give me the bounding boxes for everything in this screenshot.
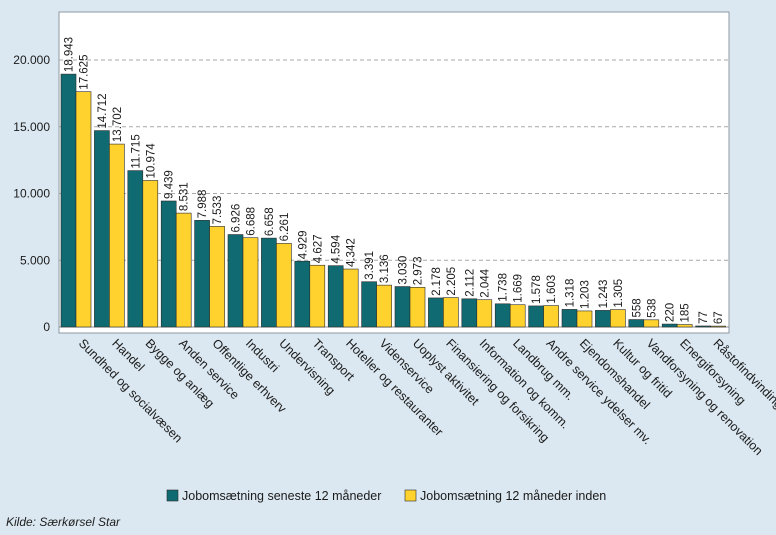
legend: Jobomsætning seneste 12 måneder Jobomsætn… bbox=[166, 489, 606, 503]
bar-seneste bbox=[94, 130, 110, 328]
y-tick-label: 20.000 bbox=[13, 53, 50, 67]
value-label: 18.943 bbox=[64, 37, 76, 72]
value-label: 6.261 bbox=[279, 213, 291, 242]
value-label: 1.578 bbox=[531, 275, 543, 304]
value-label: 1.203 bbox=[580, 280, 592, 309]
value-label: 14.712 bbox=[97, 93, 109, 128]
value-label: 13.702 bbox=[112, 107, 124, 142]
value-label: 1.669 bbox=[513, 274, 525, 303]
bar-seneste bbox=[561, 309, 578, 328]
bars bbox=[60, 73, 726, 328]
value-label: 4.627 bbox=[312, 234, 324, 263]
bar-seneste bbox=[695, 325, 711, 328]
bar-inden bbox=[509, 304, 526, 328]
y-tick-label: 15.000 bbox=[13, 120, 50, 134]
value-label: 4.929 bbox=[297, 230, 309, 259]
value-label: 17.625 bbox=[79, 55, 91, 90]
bar-inden bbox=[242, 237, 259, 328]
bar-inden bbox=[409, 287, 426, 328]
value-label: 220 bbox=[665, 303, 677, 322]
y-tick-label: 0 bbox=[43, 320, 50, 334]
value-label: 3.030 bbox=[398, 256, 410, 285]
value-label: 185 bbox=[680, 303, 692, 322]
value-label: 8.531 bbox=[179, 182, 191, 211]
value-label: 6.926 bbox=[231, 204, 243, 233]
bar-seneste bbox=[661, 323, 678, 328]
value-label: 1.318 bbox=[565, 279, 577, 308]
value-label: 538 bbox=[646, 299, 658, 318]
value-label: 2.044 bbox=[479, 268, 491, 297]
legend-label: Jobomsætning 12 måneder inden bbox=[420, 489, 606, 503]
source-note: Kilde: Særkørsel Star bbox=[6, 515, 121, 529]
bar-seneste bbox=[194, 220, 210, 328]
value-label: 4.594 bbox=[331, 234, 343, 263]
bar-seneste bbox=[160, 200, 177, 328]
bar-inden bbox=[610, 309, 626, 328]
value-label: 11.715 bbox=[130, 134, 142, 168]
value-label: 67 bbox=[713, 311, 725, 324]
bar-seneste bbox=[628, 319, 645, 328]
bar-inden bbox=[309, 264, 326, 328]
y-tick-label: 5.000 bbox=[20, 253, 50, 267]
bar-inden bbox=[109, 143, 125, 328]
bar-seneste bbox=[261, 237, 277, 328]
value-label: 7.533 bbox=[212, 196, 224, 225]
bar-seneste bbox=[60, 73, 77, 328]
bar-seneste bbox=[494, 303, 511, 328]
bar-inden bbox=[209, 226, 225, 328]
y-axis-ticks: 0 5.000 10.000 15.000 20.000 bbox=[13, 53, 50, 334]
bar-inden bbox=[276, 243, 292, 328]
bar-seneste bbox=[461, 298, 478, 328]
bar-inden bbox=[342, 268, 359, 328]
value-label: 1.603 bbox=[546, 275, 558, 304]
value-label: 3.391 bbox=[364, 251, 376, 280]
bar-seneste bbox=[294, 260, 311, 328]
value-label: 2.205 bbox=[446, 267, 458, 296]
value-label: 4.342 bbox=[346, 238, 358, 267]
value-label: 2.973 bbox=[413, 257, 425, 286]
bar-inden bbox=[576, 310, 593, 328]
bar-seneste bbox=[327, 265, 344, 328]
value-label: 77 bbox=[698, 311, 710, 324]
value-label: 1.243 bbox=[598, 280, 610, 309]
value-label: 2.178 bbox=[431, 267, 443, 296]
legend-label: Jobomsætning seneste 12 måneder bbox=[182, 489, 381, 503]
bar-inden bbox=[643, 319, 660, 328]
bar-inden bbox=[376, 284, 392, 328]
bar-inden bbox=[710, 325, 726, 328]
value-label: 9.439 bbox=[164, 170, 176, 199]
value-label: 1.305 bbox=[613, 279, 625, 308]
bar-inden bbox=[75, 91, 92, 328]
value-label: 1.738 bbox=[498, 273, 510, 302]
bar-inden bbox=[676, 324, 693, 328]
bar-seneste bbox=[127, 170, 144, 328]
legend-swatch bbox=[166, 489, 179, 502]
value-label: 3.136 bbox=[379, 254, 391, 283]
bar-seneste bbox=[595, 310, 611, 328]
y-tick-label: 10.000 bbox=[13, 187, 50, 201]
value-label: 6.688 bbox=[246, 207, 258, 236]
value-label: 10.974 bbox=[145, 143, 157, 179]
bar-seneste bbox=[361, 281, 377, 328]
value-label: 2.112 bbox=[464, 269, 476, 297]
value-label: 558 bbox=[631, 298, 643, 317]
value-label: 6.658 bbox=[264, 207, 276, 236]
bar-seneste bbox=[528, 305, 544, 328]
bar-inden bbox=[476, 299, 493, 328]
bar-inden bbox=[543, 305, 559, 328]
bar-seneste bbox=[394, 286, 411, 328]
value-label: 7.988 bbox=[197, 190, 209, 219]
bar-seneste bbox=[428, 297, 444, 328]
bar-inden bbox=[175, 212, 192, 328]
bar-seneste bbox=[227, 234, 244, 328]
bar-inden bbox=[142, 180, 159, 328]
legend-swatch bbox=[404, 489, 417, 502]
bar-inden bbox=[443, 297, 459, 328]
